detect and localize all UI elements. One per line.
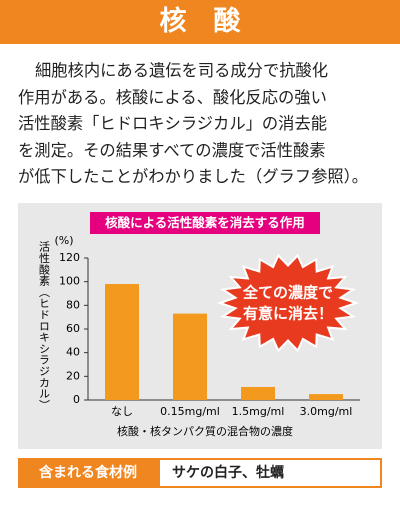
body-text: 細胞核内にある遺伝を司る成分で抗酸化 作用がある。核酸による、酸化反応の強い 活… <box>18 58 388 191</box>
bar <box>241 386 275 400</box>
x-tick-label: 1.5mg/ml <box>232 405 285 418</box>
y-tick-label: 80 <box>66 298 80 311</box>
y-axis-title: 活性酸素（ヒドロキシラジカル） <box>38 241 51 411</box>
text-line: 細胞核内にある遺伝を司る成分で抗酸化 <box>35 61 329 80</box>
x-tick-label: 3.0mg/ml <box>300 405 353 418</box>
annotation: 全ての濃度で <box>242 284 333 302</box>
y-tick-label: 20 <box>66 369 80 382</box>
bar <box>105 284 139 400</box>
y-unit: (%) <box>54 234 73 247</box>
y-tick-label: 40 <box>66 346 80 359</box>
text-line: 作用がある。核酸による、酸化反応の強い <box>18 87 327 107</box>
header-title: 核 酸 <box>0 0 400 44</box>
bar <box>309 394 343 400</box>
y-tick-label: 120 <box>59 251 80 264</box>
bar <box>173 313 207 400</box>
y-tick-label: 60 <box>66 322 80 335</box>
x-axis-title: 核酸・核タンパク質の混合物の濃度 <box>117 424 293 438</box>
chart-title: 核酸による活性酸素を消去する作用 <box>105 215 305 230</box>
chart-title-box <box>90 212 320 234</box>
burst-shape <box>216 253 360 353</box>
footer-text: サケの白子、牡蠣 <box>158 458 382 488</box>
text-line: 活性酸素「ヒドロキシラジカル」の消去能 <box>18 114 328 133</box>
x-tick-label: なし <box>111 405 133 418</box>
footer-label: 含まれる食材例 <box>18 458 158 488</box>
annotation: 有意に消去！ <box>243 305 333 323</box>
text-line: が低下したことがわかりました（グラフ参照）。 <box>18 167 369 186</box>
text-line: を測定。その結果すべての濃度で活性酸素 <box>18 140 326 160</box>
y-tick-label: 0 <box>73 393 80 406</box>
chart: 核酸による活性酸素を消去する作用 (%) 活性酸素（ヒドロキシラジカル） 核酸・… <box>18 203 382 449</box>
y-tick-label: 100 <box>59 275 80 288</box>
x-tick-label: 0.15mg/ml <box>160 405 220 418</box>
